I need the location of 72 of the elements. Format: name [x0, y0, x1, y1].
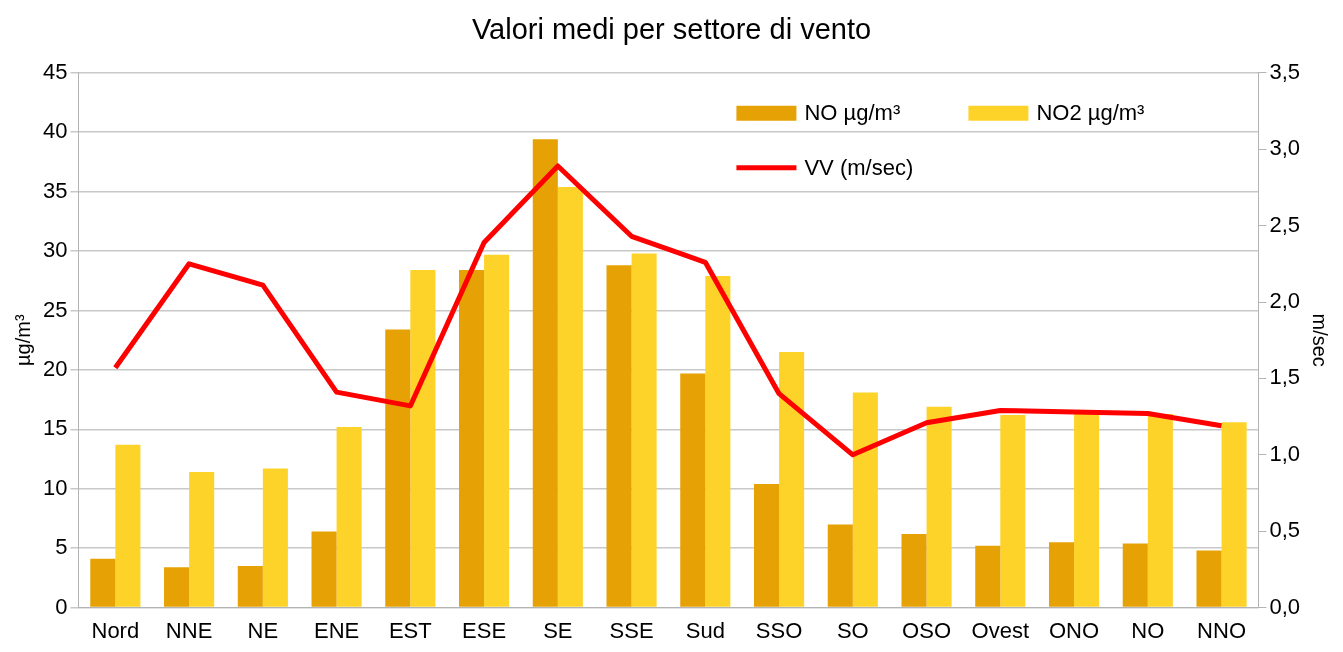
y2-tick-label: 1,5 — [1269, 364, 1301, 390]
bar — [631, 253, 657, 607]
bar — [1221, 422, 1247, 607]
chart-title: Valori medi per settore di vento — [471, 13, 872, 46]
y-tick-label: 15 — [42, 415, 68, 441]
x-tick-label: NO — [1131, 617, 1165, 643]
bar — [410, 270, 436, 607]
bar — [385, 329, 411, 607]
x-tick-label: ONO — [1048, 617, 1100, 643]
x-tick-label: SO — [836, 617, 869, 643]
bar — [926, 406, 952, 607]
bar — [90, 558, 116, 607]
x-tick-label: NE — [247, 617, 279, 643]
bar — [262, 468, 288, 607]
bar — [1122, 543, 1148, 607]
legend-label: NO2 µg/m³ — [1036, 99, 1145, 125]
bar — [115, 444, 141, 607]
y2-tick-label: 3,0 — [1269, 135, 1301, 161]
bar — [311, 531, 337, 607]
bar — [827, 524, 853, 607]
bar — [680, 373, 706, 607]
y-tick-label: 0 — [55, 593, 68, 619]
bar — [484, 254, 510, 607]
x-tick-label: ENE — [313, 617, 360, 643]
y2-tick-label: 0,0 — [1269, 593, 1301, 619]
bar — [189, 472, 215, 607]
y-tick-label: 20 — [42, 355, 68, 381]
y2-tick-label: 2,5 — [1269, 211, 1301, 237]
x-tick-label: Sud — [685, 617, 725, 643]
y-tick-label: 10 — [42, 474, 68, 500]
x-tick-label: Ovest — [971, 617, 1030, 643]
y-tick-label: 45 — [42, 58, 68, 84]
y-tick-label: 40 — [42, 118, 68, 144]
bar — [606, 265, 632, 607]
bar — [557, 186, 583, 607]
y-tick-label: 5 — [55, 534, 68, 560]
bar — [164, 567, 190, 607]
x-tick-label: NNE — [165, 617, 213, 643]
bar — [1147, 413, 1173, 607]
x-tick-label: NNO — [1197, 617, 1246, 643]
legend-label: VV (m/sec) — [804, 154, 914, 180]
legend-label: NO µg/m³ — [804, 99, 901, 125]
x-tick-label: EST — [388, 617, 432, 643]
bar — [336, 426, 362, 607]
bar — [975, 545, 1001, 607]
y2-tick-label: 0,5 — [1269, 517, 1301, 543]
x-tick-label: SE — [543, 617, 573, 643]
x-tick-label: OSO — [902, 617, 952, 643]
bar — [753, 484, 780, 607]
y-axis-title: µg/m³ — [11, 314, 34, 366]
y-tick-label: 30 — [42, 237, 68, 263]
y2-axis-title: m/sec — [1309, 313, 1332, 367]
x-tick-label: Nord — [91, 617, 140, 643]
y-tick-label: 35 — [42, 177, 68, 203]
y2-tick-label: 1,0 — [1269, 440, 1301, 466]
bar — [779, 352, 805, 607]
bar — [1196, 550, 1222, 607]
x-tick-label: ESE — [462, 617, 507, 643]
bar — [1074, 412, 1100, 607]
x-tick-label: SSE — [609, 617, 654, 643]
y-tick-label: 25 — [42, 296, 68, 322]
bar — [237, 566, 263, 607]
bar — [852, 392, 878, 607]
bar — [901, 533, 927, 607]
y2-tick-label: 2,0 — [1269, 288, 1301, 314]
bar — [1048, 542, 1075, 607]
x-tick-label: SSO — [755, 617, 803, 643]
bar — [459, 270, 485, 607]
bar — [1000, 415, 1026, 607]
bar — [705, 276, 731, 607]
y2-tick-label: 3,5 — [1269, 58, 1301, 84]
bar — [532, 139, 558, 607]
